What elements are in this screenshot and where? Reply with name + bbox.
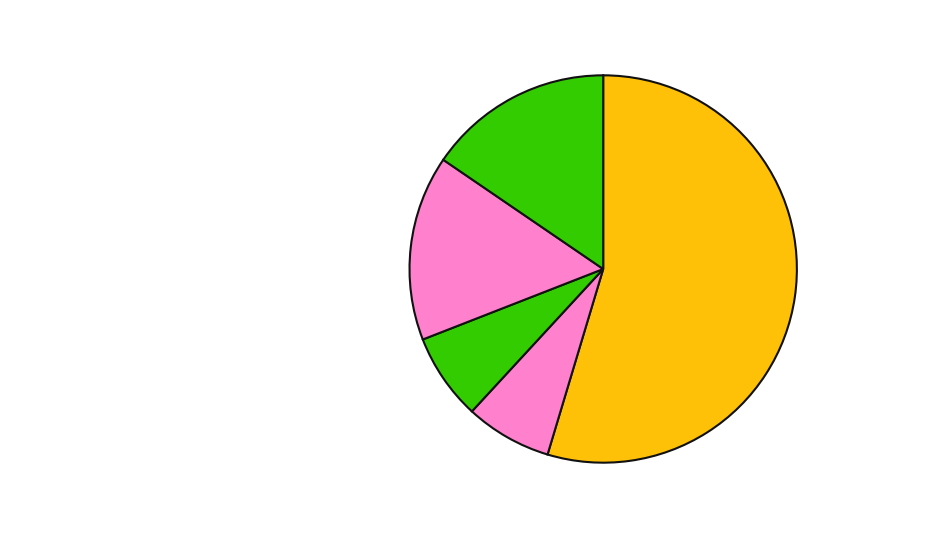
- Wedge shape: [409, 160, 603, 339]
- Wedge shape: [472, 269, 603, 455]
- Wedge shape: [423, 269, 603, 412]
- Wedge shape: [443, 75, 603, 269]
- Wedge shape: [547, 75, 796, 463]
